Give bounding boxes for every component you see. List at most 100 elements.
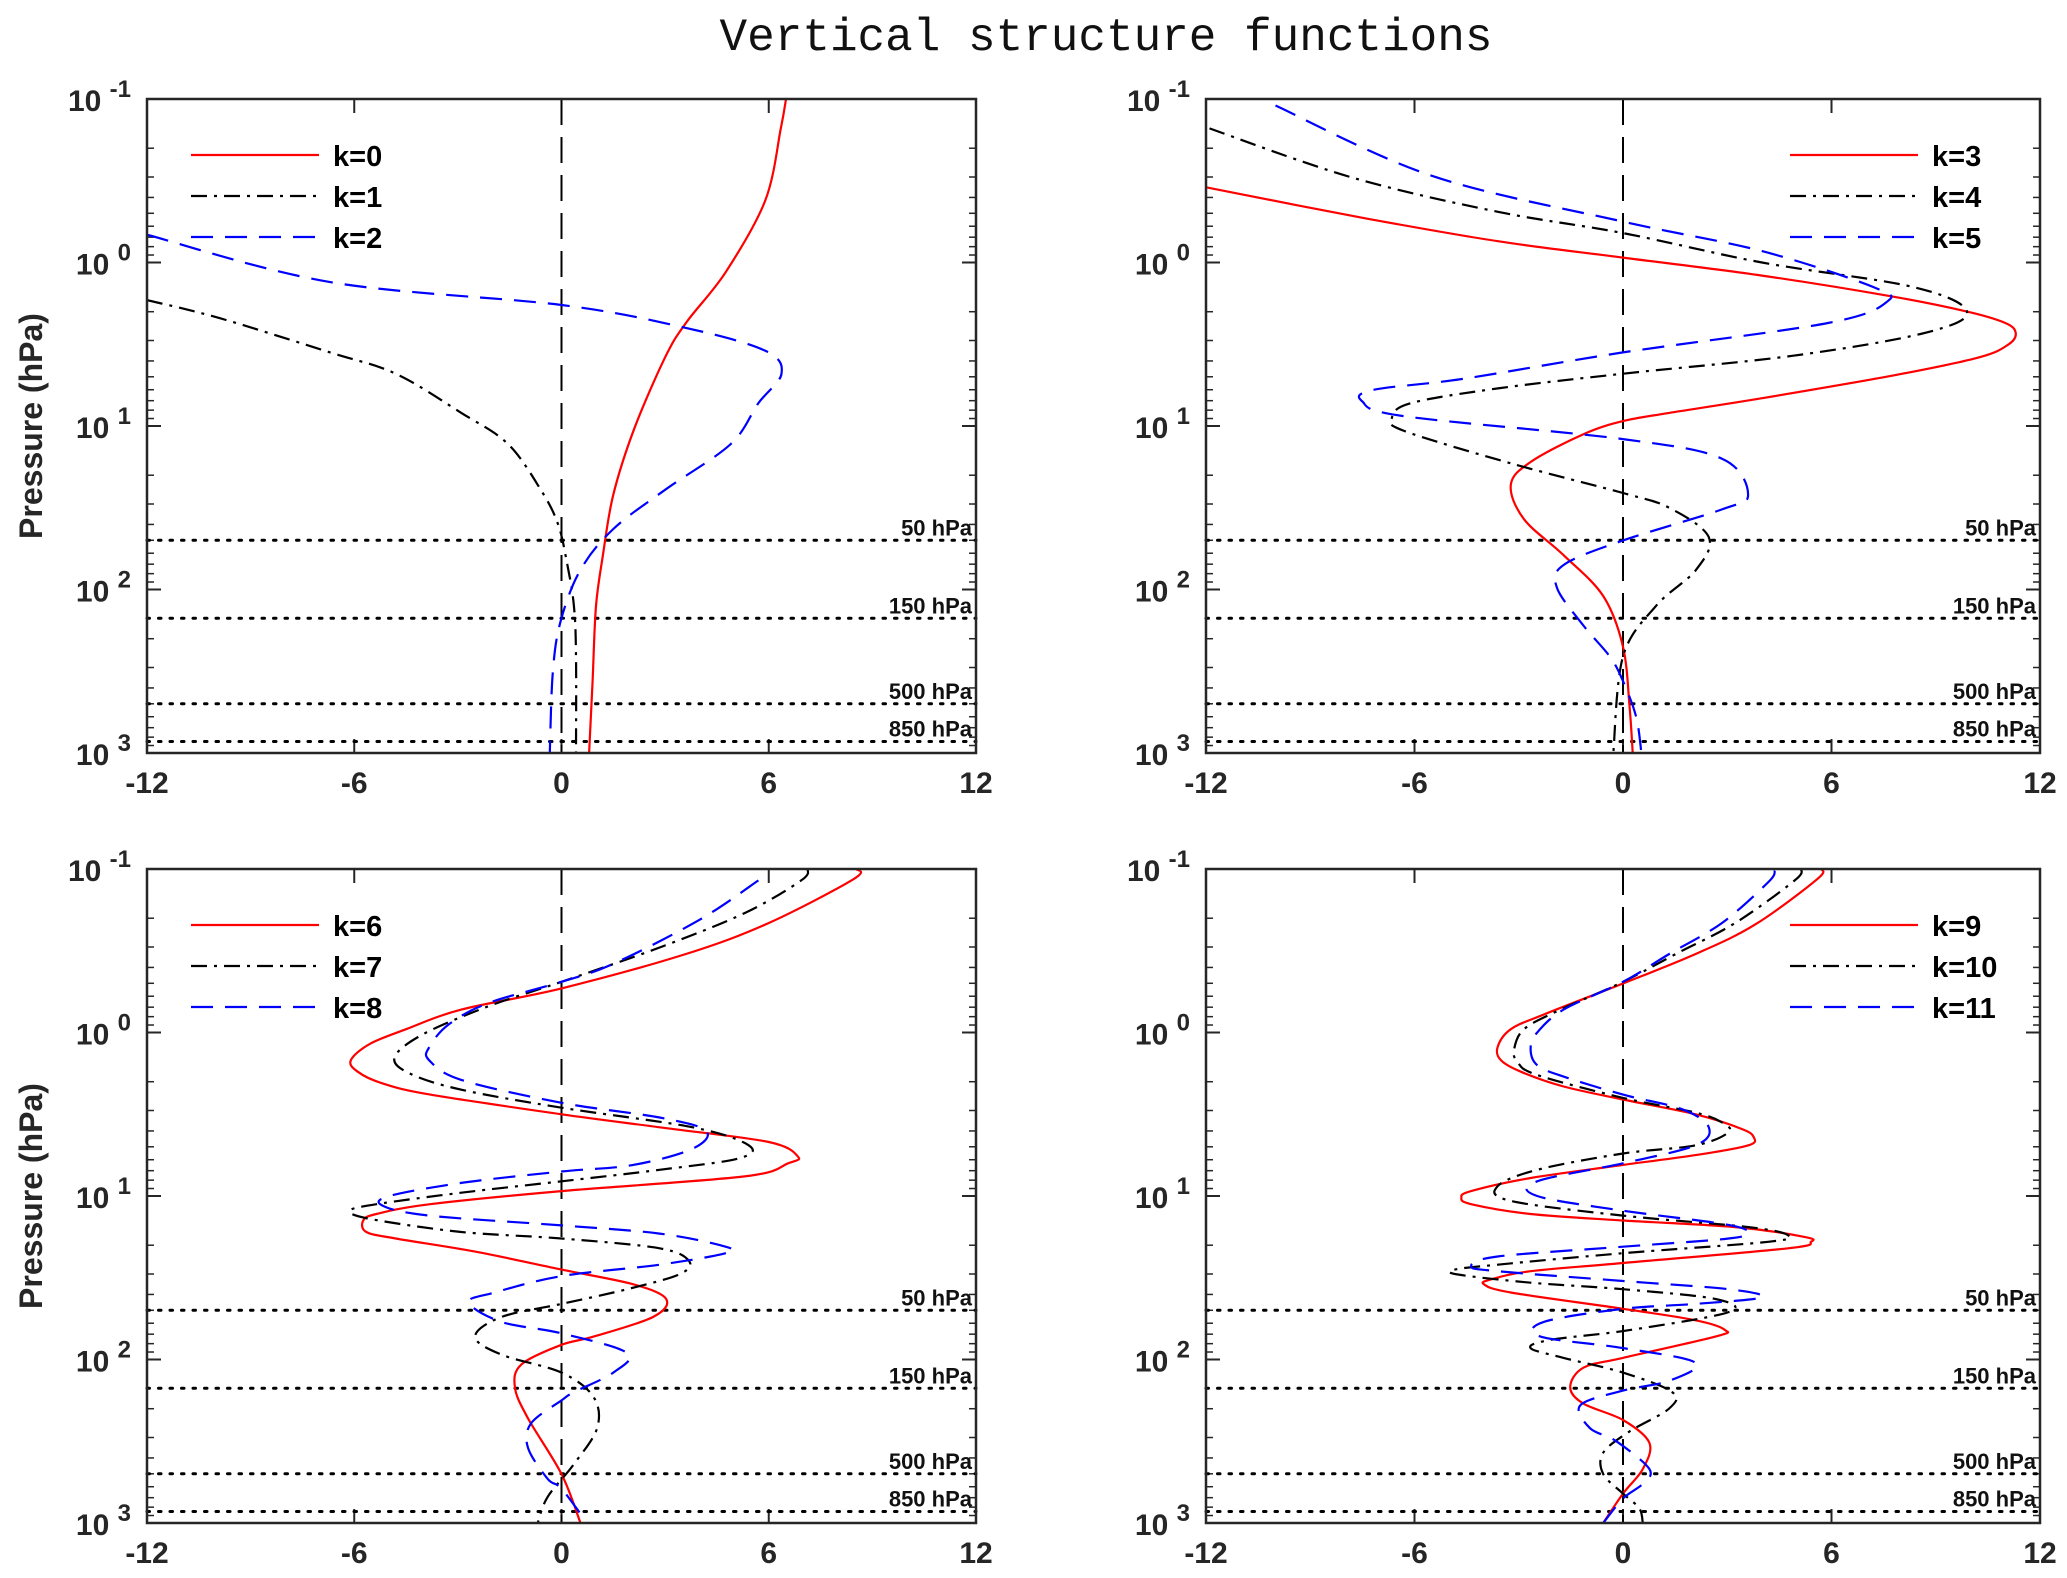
y-tick-exponent: -1	[110, 846, 131, 873]
y-tick-exponent: -1	[110, 76, 131, 103]
x-tick-label: 6	[760, 767, 777, 800]
y-tick-exponent: 0	[1177, 1010, 1190, 1037]
x-tick-label: 12	[959, 1537, 992, 1570]
y-tick-exponent: 3	[118, 1500, 131, 1527]
y-tick-exponent: 1	[118, 403, 131, 430]
y-tick-base: 10	[1127, 85, 1160, 118]
y-tick-space	[109, 576, 117, 609]
series-group	[1448, 869, 1825, 1523]
pressure-level-label: 850 hPa	[889, 716, 973, 741]
x-tick-label: 0	[553, 767, 570, 800]
figure-title: Vertical structure functions	[720, 12, 1493, 64]
y-tick-exponent: 1	[1177, 1173, 1190, 1200]
series-group	[147, 99, 788, 753]
pressure-level-label: 50 hPa	[1965, 515, 2037, 540]
y-tick-base: 10	[1135, 1346, 1168, 1379]
y-tick-label: 10 -1	[68, 76, 131, 118]
pressure-level-label: 150 hPa	[889, 1363, 973, 1388]
series-line-k-0	[588, 99, 788, 753]
y-tick-exponent: 2	[118, 1337, 131, 1364]
x-tick-label: 6	[1823, 1537, 1840, 1570]
x-tick-label: -6	[341, 767, 368, 800]
y-tick-label: 10 2	[1135, 567, 1190, 609]
pressure-level-label: 500 hPa	[889, 1449, 973, 1474]
x-tick-label: -12	[1184, 767, 1227, 800]
y-tick-space	[109, 1019, 117, 1052]
y-tick-label: 10 0	[76, 1010, 131, 1052]
x-tick-label: 12	[2023, 1537, 2056, 1570]
y-tick-exponent: 2	[1177, 1337, 1190, 1364]
y-tick-space	[1168, 1019, 1176, 1052]
series-line-k-1	[147, 299, 578, 753]
y-tick-space	[109, 412, 117, 445]
axes-frame	[145, 97, 978, 755]
y-tick-space	[101, 855, 109, 888]
y-tick-label: 10 2	[1135, 1337, 1190, 1379]
pressure-level-label: 150 hPa	[1953, 1363, 2037, 1388]
legend-label: k=3	[1932, 141, 1981, 173]
y-tick-space	[1168, 1346, 1176, 1379]
y-tick-base: 10	[1135, 1509, 1168, 1542]
legend-label: k=9	[1932, 911, 1981, 943]
series-line-k-10	[1448, 869, 1803, 1523]
y-tick-base: 10	[68, 85, 101, 118]
y-tick-base: 10	[1135, 739, 1168, 772]
legend-label: k=10	[1932, 952, 1997, 984]
axes-frame	[145, 867, 978, 1525]
y-tick-base: 10	[1135, 412, 1168, 445]
y-tick-base: 10	[76, 1019, 109, 1052]
y-tick-base: 10	[76, 249, 109, 282]
y-tick-space	[101, 85, 109, 118]
axes-frame	[1204, 97, 2042, 755]
y-tick-label: 10 -1	[68, 846, 131, 888]
legend-label: k=2	[333, 223, 382, 255]
x-tick-label: 0	[553, 1537, 570, 1570]
y-tick-label: 10 1	[1135, 403, 1190, 445]
y-tick-space	[109, 1182, 117, 1215]
series-group	[1206, 104, 2017, 753]
x-tick-label: 0	[1615, 1537, 1632, 1570]
y-tick-label: 10 1	[76, 403, 131, 445]
pressure-level-label: 850 hPa	[1953, 716, 2037, 741]
y-tick-label: 10 3	[1135, 1500, 1190, 1542]
x-tick-label: -6	[1401, 1537, 1428, 1570]
y-tick-label: 10 0	[1135, 1010, 1190, 1052]
y-tick-base: 10	[1135, 576, 1168, 609]
y-tick-exponent: 0	[118, 240, 131, 267]
y-tick-label: 10 1	[1135, 1173, 1190, 1215]
series-line-k-3	[1206, 186, 2017, 753]
y-tick-label: 10 3	[1135, 730, 1190, 772]
y-tick-space	[1160, 85, 1168, 118]
series-line-k-11	[1469, 870, 1776, 1523]
pressure-level-label: 850 hPa	[889, 1486, 973, 1511]
y-axis-label: Pressure (hPa)	[13, 313, 49, 539]
y-tick-space	[1168, 249, 1176, 282]
legend-label: k=11	[1932, 993, 1996, 1025]
pressure-level-label: 50 hPa	[901, 1285, 973, 1310]
y-tick-base: 10	[76, 739, 109, 772]
pressure-level-label: 500 hPa	[889, 679, 973, 704]
y-tick-exponent: 0	[118, 1010, 131, 1037]
series-line-k-2	[147, 233, 783, 753]
y-tick-base: 10	[1135, 1182, 1168, 1215]
y-tick-label: 10 0	[1135, 240, 1190, 282]
y-tick-exponent: 2	[118, 567, 131, 594]
legend-label: k=4	[1932, 182, 1981, 214]
series-line-k-4	[1209, 127, 1969, 753]
y-tick-label: 10 3	[76, 730, 131, 772]
series-line-k-8	[377, 879, 760, 1523]
x-tick-label: 12	[2023, 767, 2056, 800]
y-tick-label: 10 -1	[1127, 76, 1190, 118]
y-axis-label: Pressure (hPa)	[13, 1083, 49, 1309]
y-tick-exponent: 3	[1177, 1500, 1190, 1527]
pressure-level-label: 500 hPa	[1953, 679, 2037, 704]
pressure-level-label: 50 hPa	[901, 515, 973, 540]
axes-frame	[1204, 867, 2042, 1525]
y-tick-base: 10	[1135, 249, 1168, 282]
legend-label: k=1	[333, 182, 382, 214]
y-tick-label: 10 0	[76, 240, 131, 282]
x-tick-label: 12	[959, 767, 992, 800]
